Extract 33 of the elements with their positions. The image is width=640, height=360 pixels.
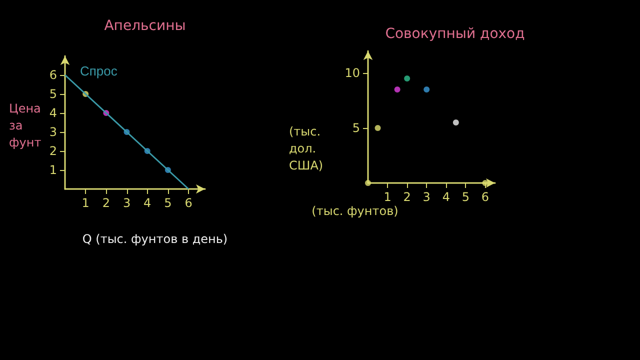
y-tick-label: 1	[49, 163, 57, 177]
point	[365, 180, 371, 186]
point	[424, 86, 430, 92]
y-tick-label: 4	[49, 106, 57, 120]
x-tick-label: 6	[184, 196, 192, 210]
point	[404, 76, 410, 82]
x-tick-label: 3	[122, 196, 131, 210]
point	[374, 125, 381, 131]
x-tick-label: 3	[422, 190, 430, 204]
x-axis-title: Q (тыс. фунтов в день)	[82, 232, 228, 246]
y-tick-label: 10	[344, 66, 360, 80]
x-tick-label: 1	[384, 190, 392, 204]
chart-title: Апельсины	[104, 18, 186, 34]
series-label: Спрос	[80, 64, 118, 78]
y-axis-title: Цена за фунт	[9, 102, 45, 150]
x-tick-label: 6	[481, 190, 490, 204]
point	[394, 86, 400, 92]
point	[482, 180, 488, 186]
x-tick-label: 1	[82, 196, 90, 210]
y-axis-title: (тыс. дол. США)	[289, 124, 324, 172]
y-tick-label: 3	[49, 125, 57, 139]
y-tick-label: 6	[49, 68, 57, 82]
x-tick-label: 2	[403, 190, 411, 204]
chart-title: Совокупный доход	[385, 26, 525, 42]
point	[452, 120, 459, 126]
x-tick-label: 4	[442, 190, 450, 204]
x-tick-label: 5	[164, 196, 172, 210]
y-tick-label: 5	[49, 87, 57, 101]
x-tick-label: 4	[144, 196, 152, 210]
x-tick-label: 5	[462, 190, 470, 204]
x-tick-label: 2	[102, 196, 110, 210]
x-axis-title: (тыс. фунтов)	[312, 204, 398, 218]
y-tick-label: 2	[49, 144, 57, 158]
